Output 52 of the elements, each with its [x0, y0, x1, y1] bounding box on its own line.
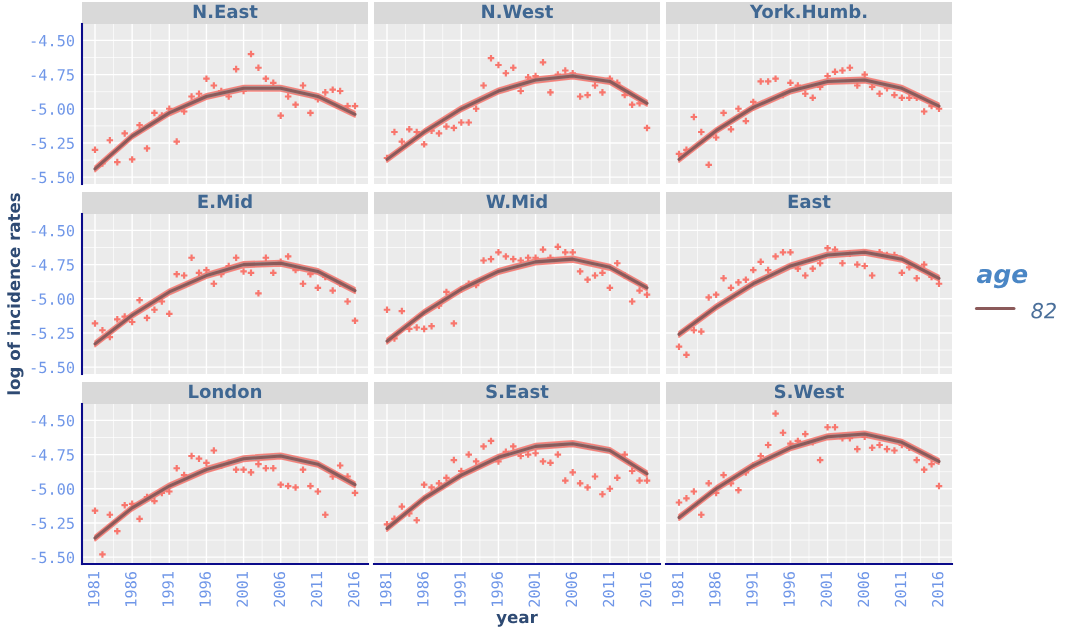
- chart-title: S.West: [774, 384, 844, 399]
- legend-label: 82: [1031, 302, 1056, 319]
- y-tick-label: -5.25: [31, 517, 74, 530]
- y-tick-label: -4.75: [31, 69, 74, 81]
- y-tick-label: -5.00: [31, 483, 75, 495]
- chart-title: East: [788, 194, 831, 209]
- x-tick-label: 1991: [162, 571, 174, 606]
- y-tick-label: -4.75: [31, 449, 74, 461]
- x-tick-label: 1996: [199, 571, 211, 606]
- x-tick-label: 2001: [528, 571, 541, 607]
- x-tick-label: 2011: [602, 571, 615, 607]
- y-tick-label: -5.50: [31, 361, 75, 374]
- x-axis-title: year: [496, 613, 538, 627]
- x-tick-label: 1981: [87, 571, 100, 606]
- x-tick-label: 1986: [417, 571, 429, 606]
- y-tick-label: -4.50: [31, 34, 75, 47]
- x-tick-label: 1996: [491, 571, 503, 606]
- x-tick-label: 1981: [671, 571, 684, 606]
- y-tick-label: -5.00: [31, 103, 75, 115]
- x-tick-label: 2011: [310, 571, 323, 607]
- x-tick-label: 2001: [236, 571, 249, 607]
- y-tick-label: -4.50: [31, 414, 75, 427]
- y-tick-label: -4.75: [31, 259, 74, 271]
- chart-title: E.Mid: [198, 194, 252, 209]
- y-tick-label: -5.25: [31, 327, 74, 340]
- x-tick-label: 2006: [565, 571, 578, 607]
- chart-title: London: [189, 384, 262, 399]
- chart-title: N.West: [482, 4, 554, 19]
- y-tick-label: -5.00: [31, 293, 75, 305]
- chart-title: York.Humb.: [749, 4, 867, 19]
- legend-title: age: [976, 268, 1028, 289]
- x-tick-label: 1991: [746, 571, 758, 606]
- x-tick-label: 2001: [820, 571, 833, 607]
- x-tick-label: 2006: [857, 571, 870, 607]
- x-tick-label: 1996: [783, 571, 795, 606]
- y-tick-label: -4.50: [31, 224, 75, 237]
- x-tick-label: 2006: [273, 571, 286, 607]
- x-tick-label: 1981: [379, 571, 392, 606]
- y-tick-label: -5.50: [31, 551, 75, 564]
- y-axis-title: log of incidence rates: [7, 193, 24, 395]
- x-tick-label: 2011: [894, 571, 907, 607]
- chart-title: S.East: [486, 384, 549, 399]
- chart-title: N.East: [193, 4, 258, 19]
- y-tick-label: -5.25: [31, 137, 74, 150]
- x-tick-label: 1991: [454, 571, 466, 606]
- x-tick-label: 1986: [125, 571, 137, 606]
- x-tick-label: 1986: [709, 571, 721, 606]
- x-tick-label: 2016: [931, 571, 944, 607]
- x-tick-label: 2016: [347, 571, 360, 607]
- y-tick-label: -5.50: [31, 171, 75, 184]
- chart-title: W.Mid: [486, 194, 547, 209]
- x-tick-label: 2016: [639, 571, 652, 607]
